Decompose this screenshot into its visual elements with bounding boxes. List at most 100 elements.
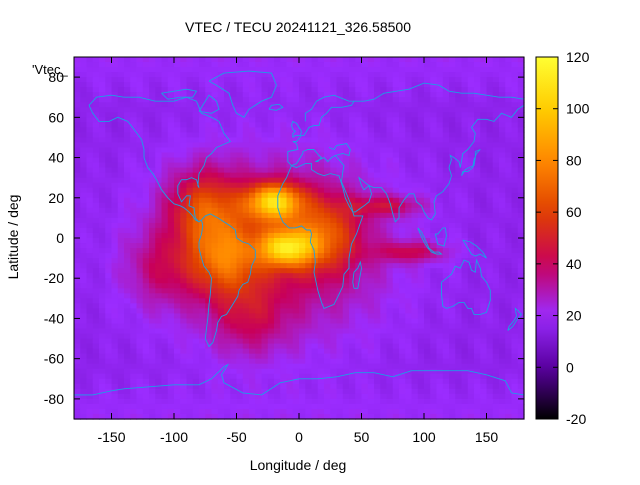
heatmap-cell	[105, 222, 113, 229]
heatmap-cell	[74, 202, 81, 209]
heatmap-cell	[274, 318, 281, 325]
heatmap-cell	[517, 283, 525, 289]
heatmap-cell	[99, 388, 106, 395]
heatmap-cell	[342, 258, 350, 264]
heatmap-cell	[211, 268, 219, 274]
heatmap-cell	[86, 67, 94, 73]
heatmap-cell	[461, 147, 469, 154]
heatmap-cell	[299, 67, 306, 73]
heatmap-cell	[449, 62, 456, 68]
heatmap-cell	[86, 197, 94, 204]
heatmap-cell	[355, 227, 363, 234]
heatmap-cell	[324, 388, 331, 395]
heatmap-cell	[317, 318, 325, 325]
heatmap-cell	[374, 67, 381, 73]
heatmap-cell	[480, 77, 488, 83]
heatmap-cell	[217, 268, 225, 274]
heatmap-cell	[374, 77, 381, 83]
heatmap-cell	[224, 97, 231, 103]
heatmap-cell	[192, 363, 200, 370]
heatmap-cell	[436, 67, 444, 73]
heatmap-cell	[305, 192, 313, 199]
heatmap-cell	[99, 132, 106, 139]
heatmap-cell	[311, 398, 319, 405]
heatmap-cell	[199, 147, 206, 154]
heatmap-cell	[136, 403, 144, 410]
heatmap-cell	[267, 293, 275, 299]
heatmap-cell	[274, 182, 281, 189]
heatmap-cell	[186, 122, 194, 128]
heatmap-cell	[467, 283, 475, 289]
heatmap-cell	[267, 87, 275, 93]
heatmap-cell	[411, 313, 419, 320]
heatmap-cell	[199, 298, 206, 304]
heatmap-cell	[324, 197, 331, 204]
heatmap-cell	[155, 383, 163, 390]
heatmap-cell	[80, 232, 88, 239]
heatmap-cell	[480, 167, 488, 174]
heatmap-cell	[292, 273, 300, 279]
heatmap-cell	[517, 92, 525, 98]
heatmap-cell	[430, 72, 438, 78]
heatmap-cell	[130, 338, 138, 345]
heatmap-cell	[480, 343, 488, 350]
heatmap-cell	[292, 227, 300, 234]
heatmap-cell	[124, 207, 131, 214]
heatmap-cell	[392, 278, 400, 284]
heatmap-cell	[430, 338, 438, 345]
heatmap-cell	[267, 258, 275, 264]
heatmap-cell	[280, 288, 288, 294]
heatmap-cell	[230, 217, 238, 224]
heatmap-cell	[399, 313, 406, 320]
heatmap-cell	[92, 298, 100, 304]
heatmap-cell	[367, 227, 375, 234]
heatmap-cell	[117, 122, 125, 128]
heatmap-cell	[499, 217, 506, 224]
heatmap-cell	[136, 363, 144, 370]
heatmap-cell	[217, 238, 225, 244]
heatmap-cell	[192, 313, 200, 320]
heatmap-cell	[261, 217, 269, 224]
heatmap-cell	[124, 172, 131, 179]
heatmap-cell	[167, 162, 175, 169]
heatmap-cell	[117, 102, 125, 108]
heatmap-cell	[242, 378, 250, 385]
heatmap-cell	[105, 122, 113, 128]
heatmap-cell	[342, 107, 350, 113]
heatmap-cell	[236, 373, 244, 380]
heatmap-cell	[449, 177, 456, 184]
heatmap-cell	[74, 328, 81, 335]
heatmap-cell	[192, 288, 200, 294]
heatmap-cell	[236, 258, 244, 264]
heatmap-cell	[405, 217, 413, 224]
heatmap-cell	[511, 383, 519, 390]
heatmap-cell	[349, 92, 356, 98]
heatmap-cell	[130, 273, 138, 279]
heatmap-cell	[124, 333, 131, 340]
heatmap-cell	[230, 227, 238, 234]
heatmap-cell	[349, 232, 356, 239]
heatmap-cell	[305, 368, 313, 375]
heatmap-cell	[474, 192, 481, 199]
heatmap-cell	[436, 167, 444, 174]
heatmap-cells	[74, 57, 525, 420]
heatmap-cell	[224, 172, 231, 179]
heatmap-cell	[192, 157, 200, 164]
heatmap-cell	[292, 122, 300, 128]
heatmap-cell	[105, 182, 113, 189]
heatmap-cell	[455, 288, 463, 294]
heatmap-cell	[367, 62, 375, 68]
heatmap-cell	[349, 343, 356, 350]
heatmap-cell	[411, 303, 419, 309]
heatmap-cell	[442, 383, 450, 390]
heatmap-cell	[186, 403, 194, 410]
heatmap-cell	[211, 368, 219, 375]
heatmap-cell	[455, 373, 463, 380]
heatmap-cell	[236, 162, 244, 169]
heatmap-cell	[155, 338, 163, 345]
heatmap-cell	[211, 227, 219, 234]
heatmap-cell	[442, 283, 450, 289]
heatmap-cell	[249, 343, 256, 350]
heatmap-cell	[236, 273, 244, 279]
heatmap-cell	[80, 172, 88, 179]
